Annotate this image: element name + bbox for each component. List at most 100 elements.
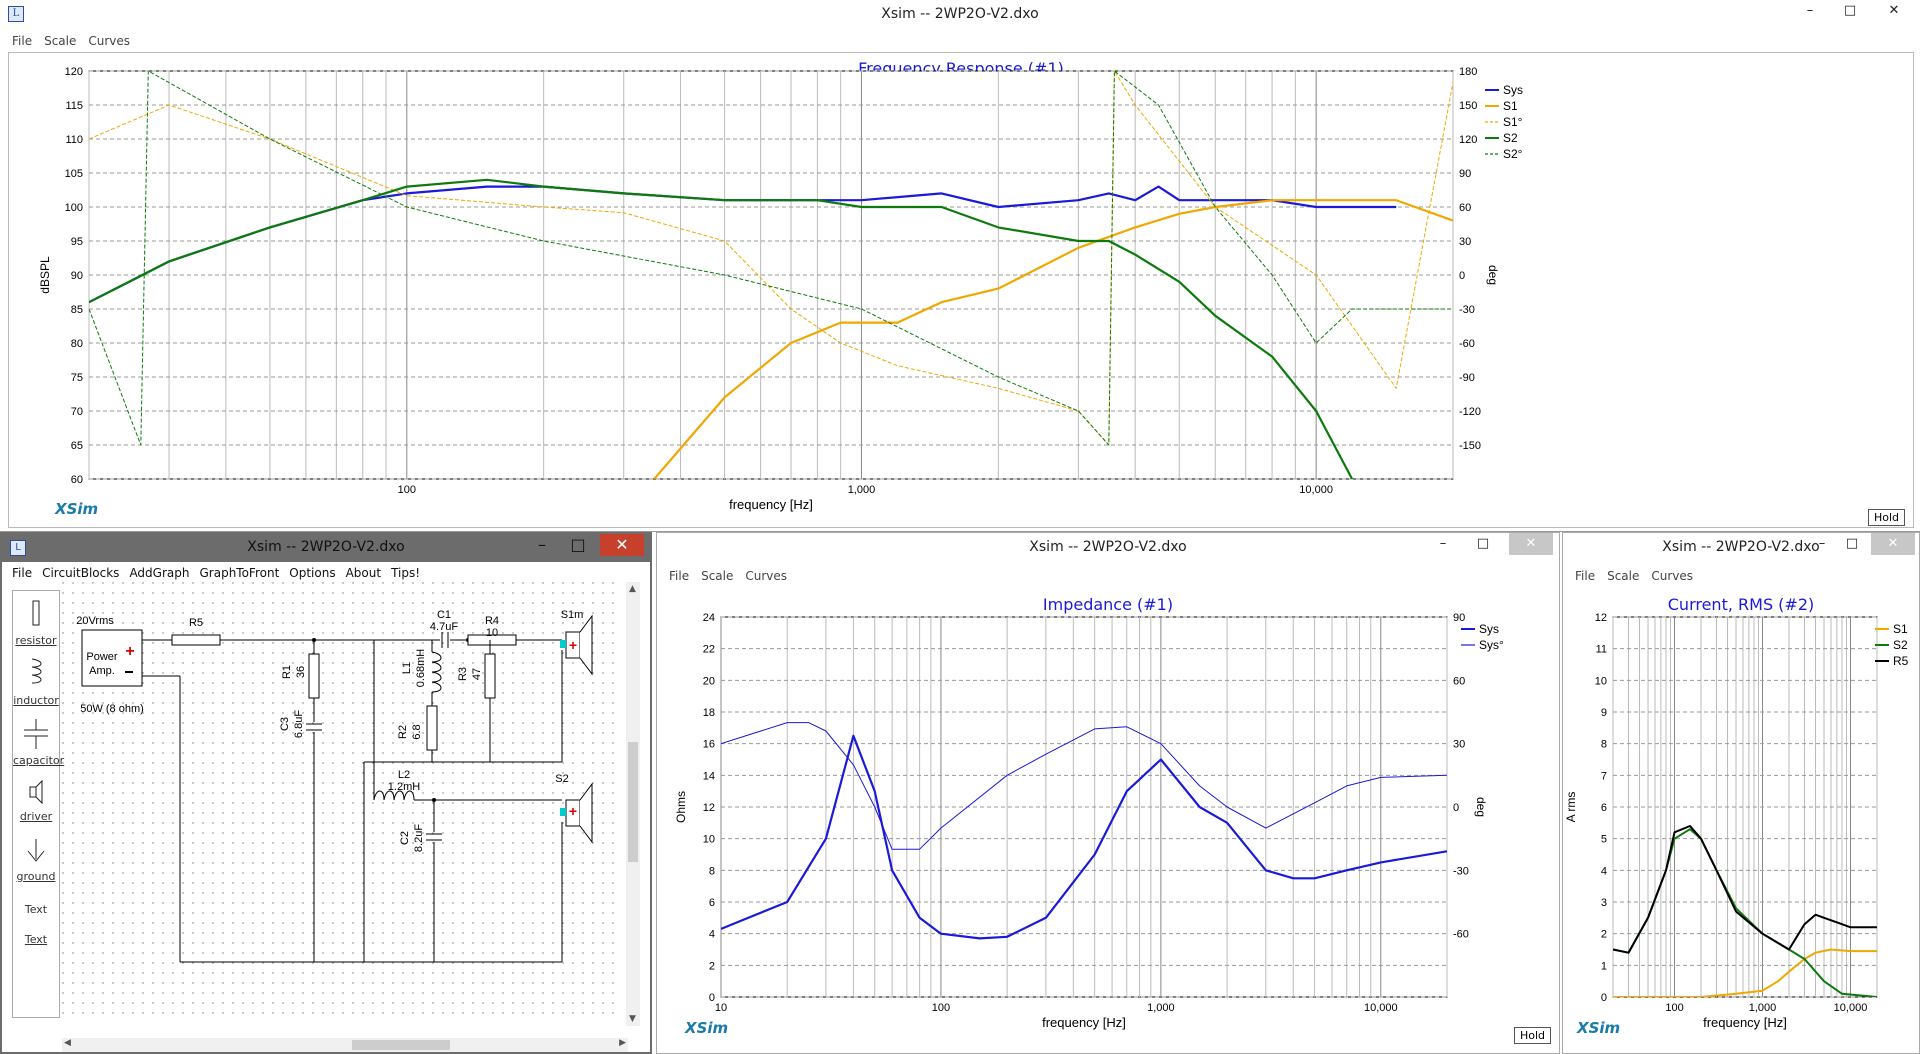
l2-value: 1.2mH — [388, 781, 420, 793]
menu-bar: File Scale Curves — [657, 565, 1559, 585]
menu-bar: File Scale Curves — [1563, 565, 1919, 585]
series-line-s1 — [653, 199, 1453, 479]
y2-tick-label: 120 — [1459, 134, 1477, 146]
title-bar[interactable]: Xsim -- 2WP2O-V2.dxo – □ ✕ — [657, 533, 1559, 563]
scroll-right-icon[interactable]: ▶ — [619, 1038, 626, 1048]
title-bar[interactable]: Xsim -- 2WP2O-V2.dxo – □ ✕ — [1563, 533, 1919, 563]
l1-value: 0.68mH — [415, 649, 427, 688]
minimize-icon[interactable]: – — [1818, 536, 1826, 551]
c3-label: C3 — [279, 717, 291, 731]
close-icon[interactable]: ✕ — [600, 534, 644, 556]
app-icon[interactable]: L — [8, 6, 24, 22]
series-line-r5 — [1613, 825, 1877, 954]
y-tick-label: 6 — [1601, 802, 1607, 814]
r5-label: R5 — [189, 617, 203, 629]
menu-circuitblocks[interactable]: CircuitBlocks — [42, 566, 120, 580]
menu-about[interactable]: About — [345, 566, 382, 580]
maximize-icon[interactable]: □ — [1476, 536, 1490, 551]
hold-button[interactable]: Hold — [1513, 1027, 1551, 1044]
plus-terminal: + — [125, 643, 134, 660]
menu-scale[interactable]: Scale — [1607, 569, 1640, 583]
close-icon[interactable]: ✕ — [1509, 533, 1553, 555]
r1-value: 36 — [295, 666, 307, 678]
x-tick-label: 100 — [932, 1002, 950, 1014]
scroll-down-icon[interactable]: ▼ — [629, 1014, 636, 1024]
menu-curves[interactable]: Curves — [88, 34, 131, 48]
y2-tick-label: 60 — [1453, 675, 1465, 687]
menu-graphtofront[interactable]: GraphToFront — [199, 566, 280, 580]
circuit-title-bar[interactable]: L Xsim -- 2WP2O-V2.dxo – □ ✕ — [2, 534, 650, 562]
impedance-graph[interactable]: Impedance (#1) 24 22 20 18 16 14 12 10 8 6 4 2 0 90 60… — [661, 587, 1555, 1049]
y2-tick-label: 0 — [1459, 270, 1465, 282]
circuit-schematic[interactable]: 20Vrms Power Amp. 50W (8 ohm) + R5 C14.7uF R410… — [62, 582, 622, 1022]
frequency-response-graph[interactable]: Frequency Response (#1) 120 115 110 105 100 9… — [8, 52, 1914, 528]
y-tick-label: 8 — [709, 865, 715, 877]
menu-file[interactable]: File — [669, 569, 690, 583]
vertical-scroll-thumb[interactable] — [628, 742, 638, 862]
y-axis-label: Ohms — [674, 791, 688, 823]
menu-scale[interactable]: Scale — [44, 34, 77, 48]
s2-plus: + — [569, 803, 577, 819]
close-icon[interactable]: ✕ — [1888, 3, 1900, 18]
circuit-menu-bar: File CircuitBlocks AddGraph GraphToFront Opt… — [2, 562, 650, 582]
palette-capacitor[interactable]: capacitor — [13, 717, 64, 767]
legend-label: Sys — [1479, 622, 1499, 636]
palette-text-link[interactable]: Text — [24, 933, 48, 946]
s1-terminal — [560, 640, 566, 648]
series-line-s1 — [1613, 948, 1877, 997]
title-bar[interactable]: L Xsim -- 2WP2O-V2.dxo – □ ✕ — [0, 0, 1920, 30]
y-tick-label: 9 — [1601, 707, 1607, 719]
palette-resistor[interactable]: resistor — [13, 597, 59, 647]
minimize-icon[interactable]: – — [538, 535, 546, 554]
scroll-left-icon[interactable]: ◀ — [64, 1038, 71, 1048]
menu-options[interactable]: Options — [289, 566, 336, 580]
app-icon[interactable]: L — [10, 540, 26, 556]
y2-tick-label: 150 — [1459, 100, 1477, 112]
y-tick-label: 11 — [1596, 644, 1607, 656]
amp-label-1: Power — [86, 651, 118, 663]
x-axis-label: frequency [Hz] — [1703, 1015, 1787, 1030]
y-tick-label: 4 — [1601, 865, 1607, 877]
horizontal-scrollbar[interactable]: ◀ ▶ — [62, 1038, 628, 1052]
legend-label: S1 — [1503, 99, 1518, 113]
y-tick-label: 1 — [1601, 960, 1607, 972]
maximize-icon[interactable]: □ — [570, 535, 586, 554]
y-tick-label: 100 — [65, 202, 83, 214]
palette-inductor[interactable]: inductor — [13, 657, 59, 707]
palette-driver[interactable]: driver — [13, 777, 59, 823]
horizontal-scroll-thumb[interactable] — [352, 1040, 450, 1050]
scroll-up-icon[interactable]: ▲ — [629, 584, 636, 594]
maximize-icon[interactable]: □ — [1845, 536, 1859, 551]
menu-file[interactable]: File — [12, 34, 33, 48]
minimize-icon[interactable]: – — [1806, 3, 1814, 18]
r1-resistor — [308, 653, 320, 699]
x-tick-label: 10,000 — [1299, 484, 1333, 496]
hold-button[interactable]: Hold — [1867, 509, 1905, 526]
menu-file[interactable]: File — [12, 566, 33, 580]
series-line-sys — [89, 185, 1397, 304]
r2-value: 6.8 — [411, 724, 423, 739]
close-icon[interactable]: ✕ — [1871, 533, 1915, 555]
legend-label: Sys — [1503, 83, 1523, 97]
menu-curves[interactable]: Curves — [745, 569, 788, 583]
palette-ground[interactable]: ground — [13, 837, 59, 883]
c2-value: 8.2uF — [413, 824, 425, 852]
palette-text[interactable]: Text — [24, 903, 48, 916]
s1-label: S1m — [561, 609, 584, 621]
vertical-scrollbar[interactable]: ▲ ▼ — [626, 582, 640, 1026]
y-tick-label: 10 — [703, 834, 715, 846]
y-tick-label: 18 — [703, 707, 715, 719]
menu-file[interactable]: File — [1575, 569, 1596, 583]
y2-axis-label: deg — [1486, 265, 1500, 285]
maximize-icon[interactable]: □ — [1843, 3, 1857, 18]
current-graph[interactable]: Current, RMS (#2) 12 11 10 9 8 7 6 5 4 3 2 1 0 100 1,0… — [1565, 587, 1917, 1049]
menu-curves[interactable]: Curves — [1651, 569, 1694, 583]
menu-addgraph[interactable]: AddGraph — [129, 566, 190, 580]
menu-scale[interactable]: Scale — [701, 569, 734, 583]
capacitor-icon — [24, 719, 48, 749]
minimize-icon[interactable]: – — [1439, 536, 1447, 551]
y2-tick-label: -90 — [1459, 372, 1475, 384]
y-axis-label: A rms — [1565, 792, 1578, 823]
menu-tips[interactable]: Tips! — [391, 566, 421, 580]
